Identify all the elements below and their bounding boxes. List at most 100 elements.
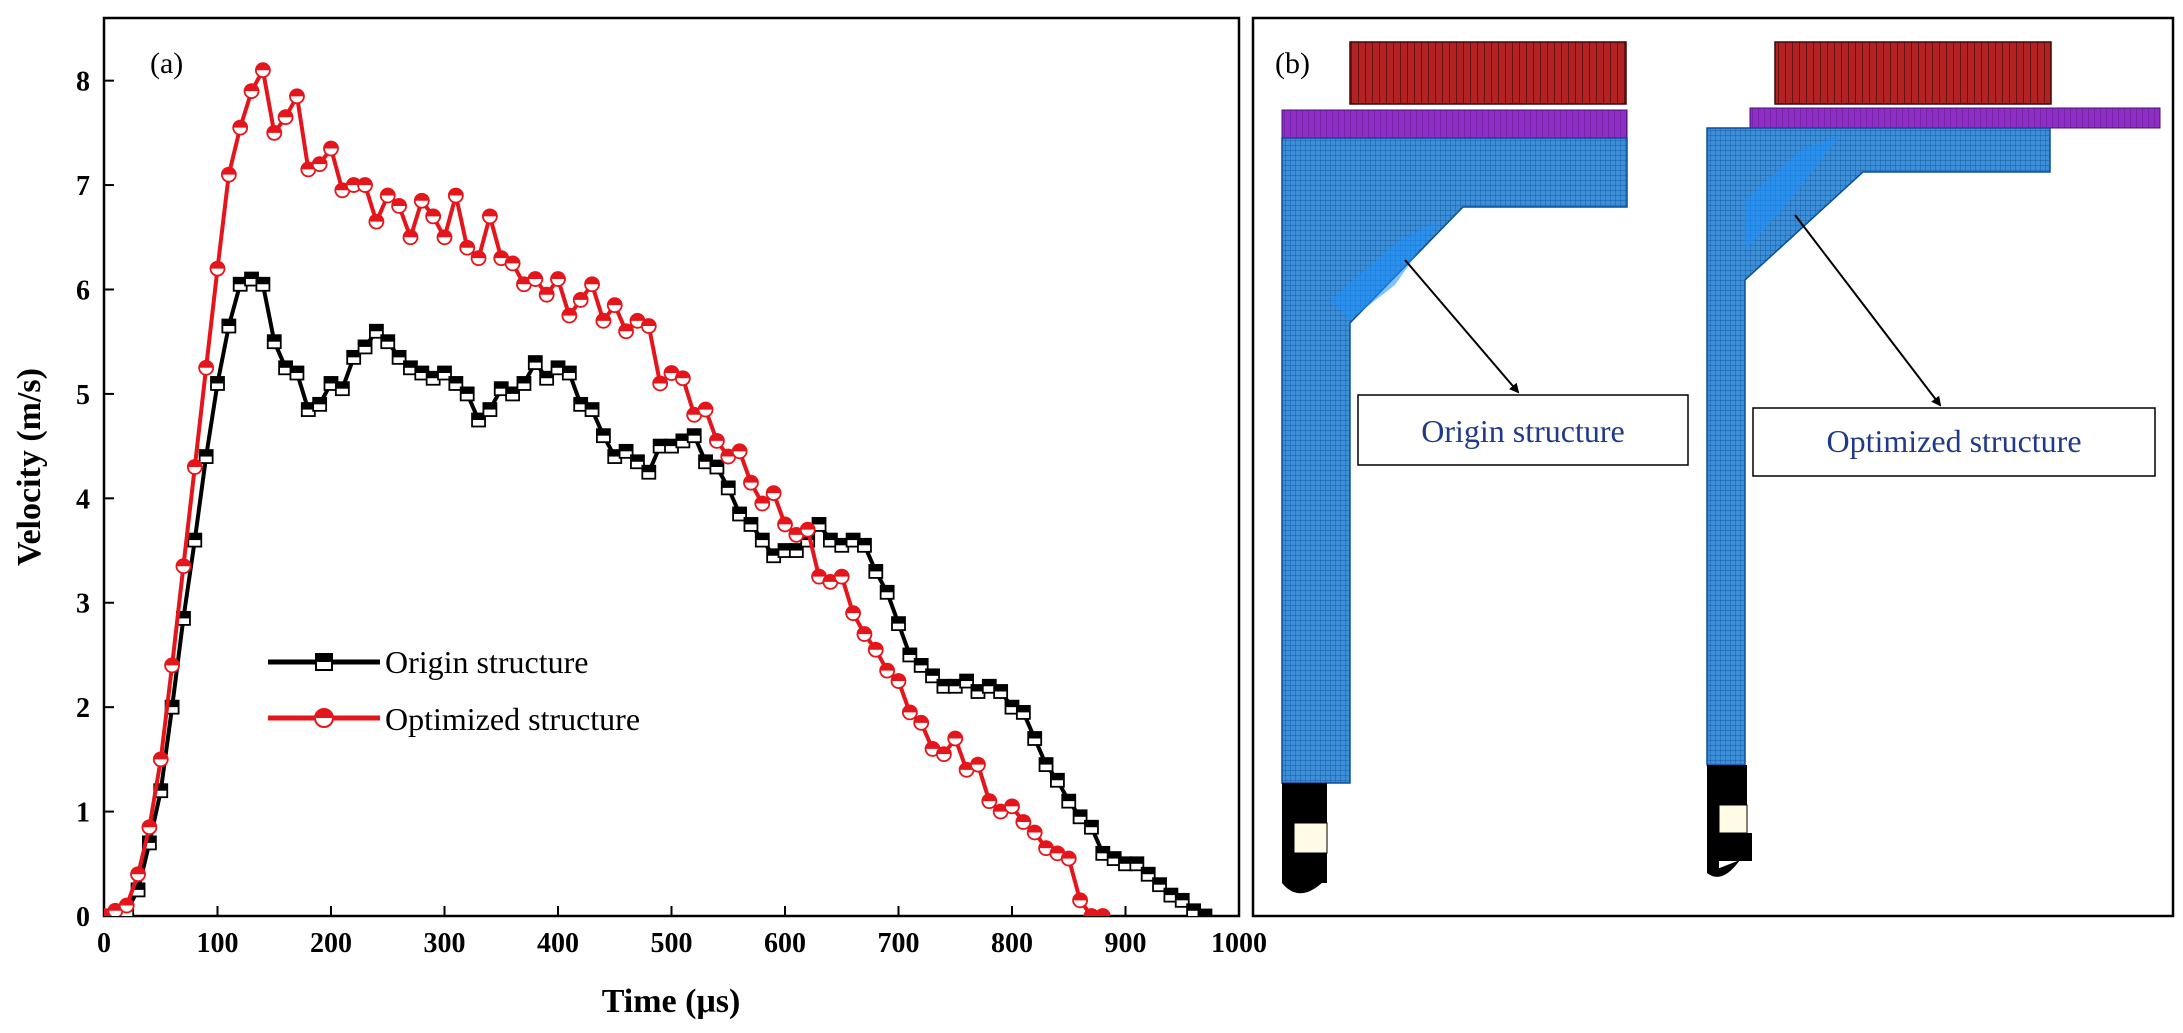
data-point-optimized (164, 657, 181, 674)
x-tick-label: 500 (651, 928, 693, 959)
data-point-origin (414, 365, 430, 381)
data-point-origin (1027, 731, 1043, 746)
data-point-origin (788, 543, 804, 558)
data-point-origin (584, 402, 600, 417)
data-point-optimized (379, 187, 396, 204)
optimized-callout-label: Optimized structure (1826, 423, 2081, 459)
panel-b-frame (1251, 16, 2175, 918)
legend-label-origin: Origin structure (385, 644, 589, 680)
x-tick-label: 700 (878, 928, 920, 959)
data-point-origin (1015, 704, 1031, 720)
data-point-optimized (879, 662, 896, 679)
data-point-optimized (527, 271, 544, 287)
data-point-origin (879, 584, 895, 600)
data-point-origin (811, 517, 827, 532)
data-point-origin (698, 454, 713, 470)
data-point-optimized (493, 250, 510, 267)
x-tick-label: 0 (97, 928, 111, 959)
x-tick-label: 400 (537, 928, 579, 959)
data-point-origin (255, 276, 271, 292)
origin-base-fixture (1282, 783, 1328, 894)
data-point-optimized (1004, 798, 1020, 815)
data-point-optimized (368, 213, 385, 230)
data-point-origin (993, 684, 1009, 699)
data-point-origin (1140, 866, 1156, 882)
data-point-origin (1174, 892, 1190, 908)
data-point-origin (368, 323, 384, 339)
data-point-optimized (1026, 824, 1043, 841)
data-point-optimized (1072, 892, 1088, 909)
series-line-origin (104, 277, 1206, 916)
data-point-origin (1106, 851, 1122, 866)
data-point-origin (686, 428, 702, 444)
x-tick-label: 600 (764, 928, 806, 959)
data-point-origin (289, 365, 305, 381)
data-point-origin (448, 376, 464, 391)
legend-marker-origin (315, 653, 333, 671)
data-point-origin (198, 449, 214, 464)
data-point-origin (720, 480, 736, 496)
data-point-optimized (1083, 908, 1100, 916)
origin-arrow (1404, 259, 1520, 394)
data-point-origin (210, 376, 225, 391)
data-point-optimized (470, 250, 487, 267)
x-tick-label: 100 (197, 928, 239, 959)
data-point-optimized (833, 568, 850, 585)
data-point-origin (754, 532, 770, 548)
data-point-origin (459, 386, 475, 402)
data-point-optimized (901, 704, 918, 721)
data-point-origin (925, 668, 940, 684)
data-point-optimized (799, 521, 816, 538)
data-point-optimized (425, 208, 442, 225)
data-point-optimized (970, 756, 986, 773)
data-point-optimized (606, 297, 623, 314)
data-point-origin (1129, 856, 1145, 872)
data-point-origin (891, 616, 906, 632)
data-point-optimized (709, 432, 725, 449)
data-point-optimized (311, 156, 328, 173)
y-tick-label: 7 (76, 171, 90, 202)
data-point-optimized (277, 109, 294, 126)
data-point-optimized (765, 485, 782, 502)
data-point-optimized (550, 271, 566, 287)
optimized-base-fixture (1707, 765, 1752, 877)
data-point-origin (1163, 887, 1179, 903)
data-point-origin (618, 443, 634, 459)
x-tick-label: 200 (310, 928, 352, 959)
data-point-origin (187, 532, 203, 548)
data-point-origin (913, 657, 929, 673)
x-tick-label: 300 (424, 928, 466, 959)
data-point-optimized (572, 292, 589, 308)
plot-frame (102, 16, 1241, 918)
data-point-optimized (674, 370, 691, 387)
x-axis-title: Time (μs) (602, 983, 741, 1020)
data-point-origin (539, 370, 555, 386)
data-point-optimized (289, 88, 305, 105)
y-tick-label: 4 (76, 484, 90, 515)
data-point-origin (380, 334, 396, 350)
legend-marker-optimized (314, 708, 334, 728)
data-point-origin (857, 537, 872, 553)
data-point-origin (709, 459, 725, 475)
data-point-optimized (232, 119, 249, 136)
data-point-optimized (186, 459, 203, 475)
y-axis-title: Velocity (m/s) (11, 368, 48, 566)
data-point-optimized (1015, 814, 1032, 830)
data-point-origin (630, 454, 645, 470)
data-point-origin (868, 564, 884, 579)
y-tick-label: 6 (76, 275, 90, 306)
data-point-optimized (584, 276, 600, 293)
y-tick-label: 0 (76, 902, 90, 933)
data-point-optimized (198, 359, 215, 376)
panel-b-label: (b) (1275, 47, 1310, 80)
data-point-optimized (629, 312, 646, 329)
data-point-origin (1197, 908, 1213, 916)
data-point-optimized (947, 730, 964, 747)
data-point-origin (1084, 819, 1099, 835)
data-point-origin (641, 464, 657, 480)
data-point-origin (1050, 772, 1065, 788)
data-point-optimized (243, 83, 260, 99)
axis-ticks: 0 100 200 300 400 500 600 700 800 900 1000 0 1 2 3 4 5 6 7… (76, 67, 1267, 959)
data-point-origin (959, 673, 974, 689)
